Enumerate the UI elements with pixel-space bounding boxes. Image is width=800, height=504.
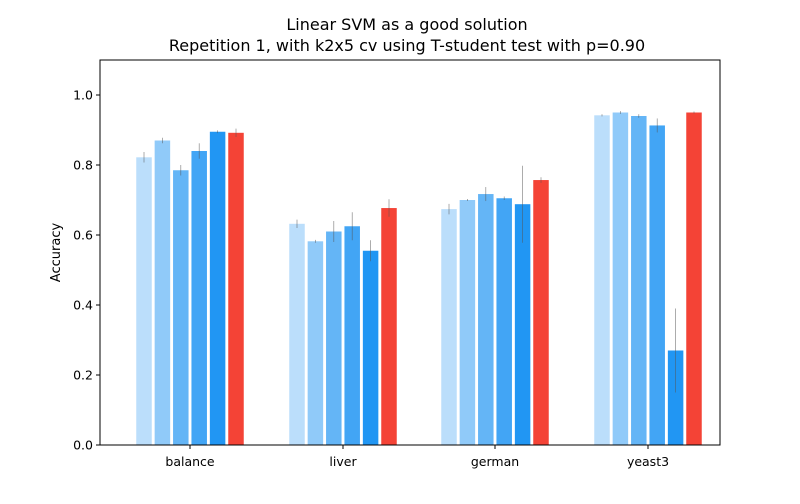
bar-yeast3-s5: [667, 350, 684, 445]
bar-balance-s6: [228, 132, 244, 446]
bar-german-s4: [496, 198, 512, 445]
bar-balance-s4: [191, 151, 207, 445]
x-tick-label: german: [471, 454, 519, 469]
bar-yeast3-s6: [686, 112, 702, 445]
bar-balance-s3: [173, 170, 189, 445]
bar-liver-s6: [381, 208, 397, 445]
bar-german-s2: [459, 200, 476, 445]
bar-german-s3: [478, 194, 494, 445]
bar-yeast3-s1: [594, 115, 610, 446]
y-tick-label: 0.2: [73, 368, 93, 383]
bar-yeast3-s3: [631, 116, 647, 445]
y-tick-label: 0.6: [73, 228, 93, 243]
bar-balance-s2: [154, 140, 171, 445]
x-tick-label: liver: [329, 454, 357, 469]
x-tick-label: balance: [165, 454, 215, 469]
bar-balance-s1: [136, 157, 152, 446]
bar-german-s6: [533, 180, 549, 446]
y-tick-label: 0.0: [73, 438, 93, 453]
y-tick-label: 1.0: [73, 88, 93, 103]
bar-german-s5: [514, 204, 531, 445]
y-axis-label: Accuracy: [49, 223, 64, 283]
plot-frame: [99, 59, 721, 446]
bar-liver-s2: [307, 241, 324, 445]
bar-yeast3-s2: [612, 112, 629, 445]
bar-liver-s3: [326, 231, 342, 445]
bar-german-s1: [441, 209, 457, 445]
chart-subtitle: Repetition 1, with k2x5 cv using T-stude…: [169, 36, 645, 55]
y-tick-label: 0.8: [73, 158, 93, 173]
y-tick-label: 0.4: [73, 298, 93, 313]
chart-title: Linear SVM as a good solution: [286, 15, 527, 34]
bar-liver-s4: [344, 226, 360, 445]
bar-yeast3-s4: [649, 125, 665, 445]
x-tick-label: yeast3: [627, 454, 669, 469]
axes: 0.0 0.2 0.4 0.6 0.8 1.0 balance liver german yeas…: [73, 88, 669, 470]
bar-balance-s5: [209, 131, 226, 445]
bar-liver-s1: [289, 223, 305, 445]
plot-area: [136, 111, 702, 446]
bar-liver-s5: [362, 250, 379, 445]
